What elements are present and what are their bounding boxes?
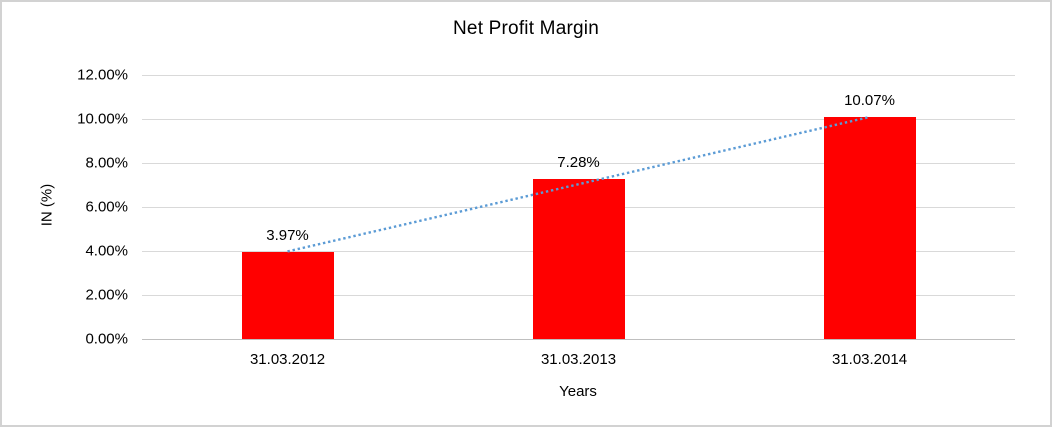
x-tick-label: 31.03.2013 [540,351,617,368]
gridline [142,75,1015,76]
gridline [142,163,1015,164]
x-axis-line [142,339,1015,340]
chart-title: Net Profit Margin [453,18,599,39]
y-tick-label: 0.00% [85,330,128,348]
bar-data-label: 3.97% [266,226,309,244]
trendline [287,115,870,253]
y-tick-label: 12.00% [77,66,128,84]
bar-31.03.2014 [823,117,916,339]
x-tick-label: 31.03.2014 [831,351,908,368]
y-tick-label: 6.00% [85,198,128,216]
bar-data-label: 10.07% [844,92,895,110]
gridline [142,119,1015,120]
bar-31.03.2012 [241,251,334,339]
y-tick-label: 4.00% [85,242,128,260]
x-axis-title: Years [559,383,597,400]
y-tick-label: 8.00% [85,154,128,172]
bar-31.03.2013 [532,178,625,339]
y-tick-label: 2.00% [85,286,128,304]
x-tick-label: 31.03.2012 [249,351,326,368]
y-axis-title: IN (%) [38,183,56,227]
plot-area: 3.97% 7.28% 10.07% [142,75,1015,340]
bar-data-label: 7.28% [557,153,600,171]
y-tick-label: 10.00% [77,110,128,128]
